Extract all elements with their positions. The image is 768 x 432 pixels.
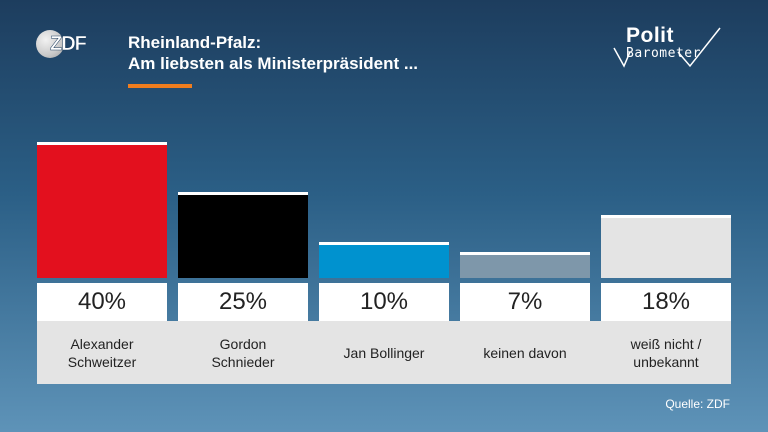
category-label: weiß nicht / unbekannt xyxy=(601,321,731,384)
bar-top-line xyxy=(460,251,590,255)
chart-title: Rheinland-Pfalz: Am liebsten als Ministe… xyxy=(128,32,418,74)
source-note: Quelle: ZDF xyxy=(665,397,730,411)
politbarometer-logo: Polit Barometer xyxy=(608,22,728,74)
category-label: Alexander Schweitzer xyxy=(37,321,167,384)
bar xyxy=(460,254,590,278)
zdf-disc-icon xyxy=(36,30,64,58)
data-label: 18% xyxy=(601,283,731,321)
politbarometer-word-polit: Polit xyxy=(626,24,674,47)
title-line-region: Rheinland-Pfalz: xyxy=(128,33,262,52)
bar-top-line xyxy=(601,215,731,219)
title-accent-bar xyxy=(128,84,192,88)
category-label: Gordon Schnieder xyxy=(178,321,308,384)
data-label: 7% xyxy=(460,283,590,321)
bar xyxy=(37,145,167,278)
bar-top-line xyxy=(178,191,308,195)
zdf-wordmark: ZDF xyxy=(50,33,87,56)
data-label: 25% xyxy=(178,283,308,321)
politbarometer-word-barometer: Barometer xyxy=(626,46,701,61)
bar-top-line xyxy=(37,142,167,145)
title-line-question: Am liebsten als Ministerpräsident ... xyxy=(128,54,419,73)
bar xyxy=(178,194,308,278)
zdf-logo: ZDF xyxy=(36,30,90,58)
bar-top-line xyxy=(319,241,449,245)
checkmark-icon xyxy=(613,27,721,68)
bar xyxy=(601,218,731,278)
bar xyxy=(319,244,449,278)
category-label: Jan Bollinger xyxy=(319,321,449,384)
category-label: keinen davon xyxy=(460,321,590,384)
data-label: 10% xyxy=(319,283,449,321)
data-label: 40% xyxy=(37,283,167,321)
